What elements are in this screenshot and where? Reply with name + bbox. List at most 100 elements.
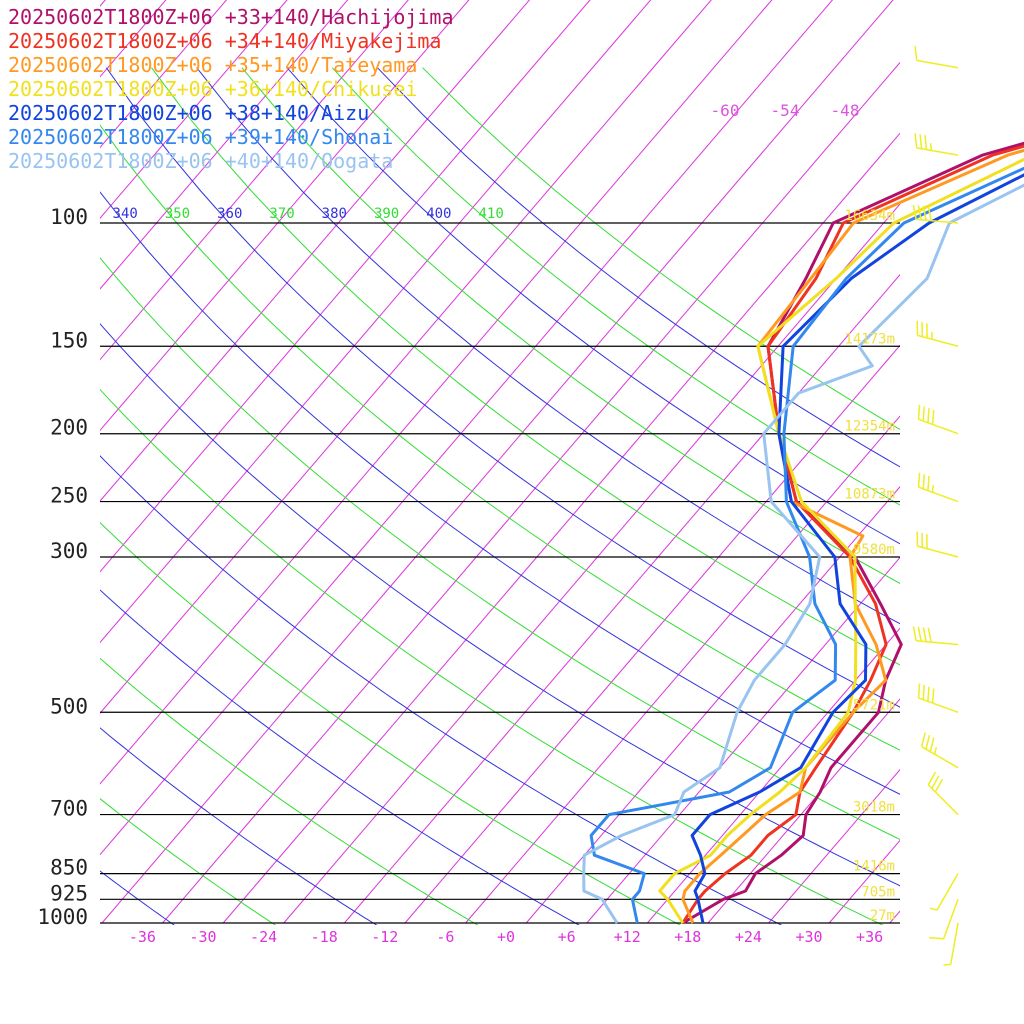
wind-barb-flag bbox=[927, 476, 930, 491]
wind-barb bbox=[917, 683, 959, 713]
wind-barb-staff bbox=[916, 218, 959, 224]
wind-barb-flag bbox=[917, 626, 922, 642]
x-tick-label: +30 bbox=[795, 928, 822, 946]
wind-barb bbox=[943, 922, 959, 966]
isobar-group bbox=[100, 222, 900, 924]
legend-entry: 20250602T1800Z+06 +33+140/Hachijojima bbox=[8, 5, 454, 29]
isotherm-line bbox=[768, 768, 900, 924]
wind-barb-flag bbox=[917, 404, 921, 420]
dry-adiabat-line bbox=[100, 323, 900, 887]
isotherm-line bbox=[1011, 0, 1024, 923]
pressure-label: 850 bbox=[50, 856, 88, 880]
legend: 20250602T1800Z+06 +33+140/Hachijojima202… bbox=[8, 5, 454, 173]
x-tick-label: -18 bbox=[311, 928, 338, 946]
wind-barb-flag bbox=[917, 472, 921, 488]
isotherm-line bbox=[647, 627, 900, 924]
pressure-label: 300 bbox=[50, 539, 88, 563]
pressure-label: 100 bbox=[50, 205, 88, 229]
dry-adiabat-line bbox=[100, 521, 682, 925]
height-label: 1416m bbox=[853, 859, 895, 875]
legend-entry: 20250602T1800Z+06 +35+140/Tateyama bbox=[8, 53, 417, 77]
wind-barb bbox=[916, 531, 959, 558]
theta-label: 380 bbox=[322, 206, 347, 222]
wind-barb bbox=[914, 133, 959, 156]
wind-barb-staff bbox=[949, 922, 959, 965]
x-tick-label: +24 bbox=[735, 928, 762, 946]
x-tick-label: +6 bbox=[558, 928, 576, 946]
dry-adiabat-line bbox=[241, 67, 900, 584]
wind-barb-flag bbox=[914, 133, 918, 148]
wind-barb-staff bbox=[927, 784, 959, 816]
pressure-label: 150 bbox=[50, 328, 88, 352]
height-label: 10873m bbox=[844, 487, 895, 503]
isotherm-line bbox=[950, 0, 1024, 923]
x-tick-label: +36 bbox=[856, 928, 883, 946]
legend-entry: 20250602T1800Z+06 +40+140/Oogata bbox=[8, 149, 393, 173]
wind-barb-flag bbox=[912, 626, 917, 641]
theta-label: 390 bbox=[374, 206, 399, 222]
wind-barb-flag bbox=[929, 936, 944, 940]
temperature-profile-line bbox=[682, 141, 1024, 925]
height-label: 14173m bbox=[844, 331, 895, 347]
isotherm-line bbox=[889, 910, 900, 924]
wind-barb-staff bbox=[917, 334, 959, 347]
wind-barb-flag bbox=[922, 474, 926, 489]
theta-label: 340 bbox=[113, 206, 138, 222]
x-tick-label: -6 bbox=[436, 928, 454, 946]
wind-barb-flag bbox=[929, 737, 935, 752]
wind-barb-flag bbox=[922, 627, 927, 642]
wind-barb-flag bbox=[927, 686, 930, 702]
dry-adiabat-line bbox=[286, 67, 900, 545]
isotherm-line bbox=[586, 556, 900, 924]
wind-barb-half-flag bbox=[943, 963, 951, 966]
isotherm-line bbox=[100, 0, 470, 432]
dry-adiabat-line bbox=[196, 67, 900, 625]
x-tick-label: -24 bbox=[250, 928, 277, 946]
dry-adiabat-line bbox=[100, 657, 479, 925]
x-tick-label: -30 bbox=[189, 928, 216, 946]
theta-label: 400 bbox=[426, 206, 451, 222]
temperature-profile-line bbox=[658, 157, 1024, 924]
height-label: 12354m bbox=[844, 419, 895, 435]
dry-adiabat-group bbox=[100, 67, 900, 925]
wind-barb-flag bbox=[919, 134, 923, 149]
isotherm-top-label: -54 bbox=[771, 101, 800, 120]
dry-adiabat-line bbox=[100, 589, 580, 925]
wind-barb-staff bbox=[916, 147, 959, 156]
legend-entry: 20250602T1800Z+06 +36+140/Chikusei bbox=[8, 77, 417, 101]
legend-entry: 20250602T1800Z+06 +34+140/Miyakejima bbox=[8, 29, 441, 53]
pressure-label: 700 bbox=[50, 797, 88, 821]
isotherm-line bbox=[100, 0, 409, 361]
height-label: 5721m bbox=[853, 697, 895, 713]
wind-barb bbox=[916, 320, 959, 347]
wind-barb-half-flag bbox=[929, 143, 933, 151]
isotherm-line bbox=[100, 0, 349, 290]
height-label: 27m bbox=[870, 908, 895, 924]
temperature-profile-line bbox=[589, 166, 1024, 924]
wind-barb-flag bbox=[931, 775, 940, 789]
x-tick-label: +0 bbox=[497, 928, 515, 946]
wind-barb-flag bbox=[917, 683, 921, 698]
pressure-label: 1000 bbox=[37, 905, 88, 929]
wind-barb-flag bbox=[931, 409, 935, 425]
wind-barb-flag bbox=[934, 778, 944, 793]
profile-series-group bbox=[582, 141, 1024, 925]
wind-barb-half-flag bbox=[931, 485, 934, 493]
wind-barb-flag bbox=[922, 406, 926, 422]
temperature-profile-line bbox=[582, 183, 1024, 924]
wind-barb-staff bbox=[916, 59, 959, 69]
wind-barb bbox=[912, 626, 959, 646]
wind-barb-staff bbox=[918, 697, 959, 713]
legend-entry: 20250602T1800Z+06 +39+140/Shonai bbox=[8, 125, 393, 149]
height-label: 705m bbox=[861, 884, 895, 900]
wind-barb bbox=[914, 45, 959, 69]
temperature-profile-line bbox=[681, 148, 1024, 924]
wind-barb-staff bbox=[942, 899, 959, 940]
wind-barb-flag bbox=[912, 204, 917, 220]
wind-barb-flag bbox=[920, 732, 926, 747]
isotherm-top-label: -60 bbox=[711, 101, 740, 120]
wind-barb bbox=[929, 899, 959, 940]
x-tick-label: -36 bbox=[129, 928, 156, 946]
wind-barb-flag bbox=[931, 688, 935, 704]
